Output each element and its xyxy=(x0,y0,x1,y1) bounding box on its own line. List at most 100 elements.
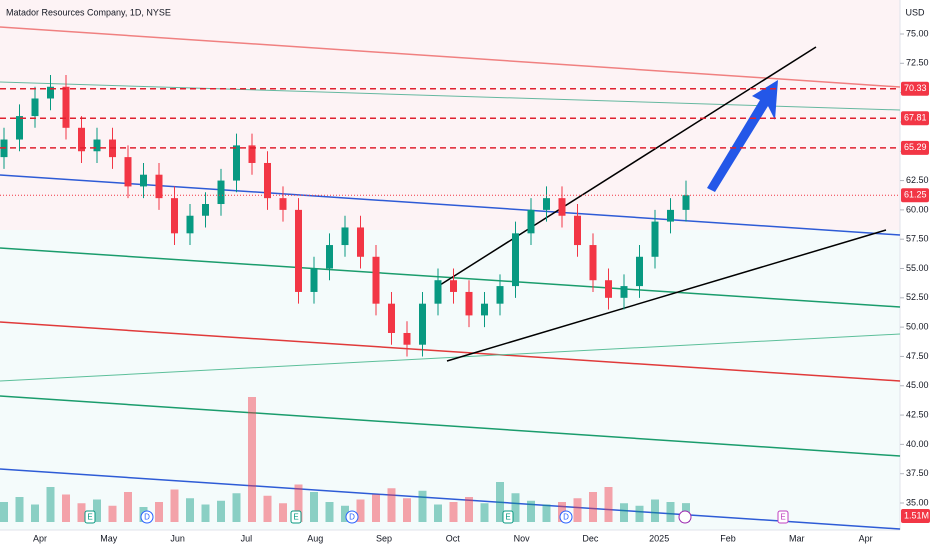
trend-line xyxy=(0,333,901,382)
volume-bar xyxy=(201,504,210,522)
event-label: E xyxy=(293,513,298,522)
candle-body xyxy=(155,174,163,199)
event-badge xyxy=(777,510,789,524)
candle-body xyxy=(140,174,147,187)
volume-bar xyxy=(310,492,318,522)
candle-body xyxy=(388,303,395,333)
volume-bar xyxy=(232,493,241,522)
candle-body xyxy=(93,139,101,152)
event-label: E xyxy=(505,513,510,522)
candle-body xyxy=(465,291,473,316)
volume-bar xyxy=(0,502,8,522)
volume-bar xyxy=(372,494,380,522)
y-tick-label: 42.50 xyxy=(906,409,929,419)
candle-body xyxy=(217,180,225,205)
y-tick-label: 37.50 xyxy=(906,468,929,478)
volume-bar xyxy=(62,494,70,522)
event-badge xyxy=(502,510,514,524)
x-tick-label: Feb xyxy=(720,533,736,543)
candle-body xyxy=(419,303,426,345)
wedge-line xyxy=(439,46,817,286)
volume-bar xyxy=(651,499,659,522)
trend-line xyxy=(0,174,901,236)
volume-bar xyxy=(325,502,334,522)
y-tick-label: 75.00 xyxy=(906,28,929,38)
split-badge xyxy=(678,510,692,524)
trend-line xyxy=(0,321,901,382)
price-tag xyxy=(901,81,929,96)
x-tick-label: Dec xyxy=(582,533,599,543)
candle-body xyxy=(310,268,318,292)
volume-bar xyxy=(434,504,442,522)
volume-bar xyxy=(155,502,163,522)
candle-body xyxy=(527,209,535,234)
price-label: 70.33 xyxy=(904,83,927,93)
trend-line xyxy=(0,26,901,88)
volume-label: 1.51M xyxy=(904,510,929,520)
candle-body xyxy=(682,195,690,210)
event-label: E xyxy=(780,513,785,522)
x-tick-label: Sep xyxy=(376,533,392,543)
candle-body xyxy=(636,256,643,287)
volume-bar xyxy=(279,503,287,522)
y-tick-label: 57.50 xyxy=(906,234,929,244)
bg-top xyxy=(0,0,900,230)
volume-bar xyxy=(93,499,101,522)
volume-bar xyxy=(46,487,55,522)
event-label: D xyxy=(563,513,569,522)
candle-body xyxy=(481,303,488,316)
wedge-line xyxy=(446,229,887,362)
y-tick-label: 55.00 xyxy=(906,263,929,273)
volume-bar xyxy=(480,503,489,522)
event-badge xyxy=(84,510,96,524)
volume-bar xyxy=(542,504,551,522)
x-tick-label: Jul xyxy=(241,533,253,543)
y-tick-label: 45.00 xyxy=(906,380,929,390)
candle-body xyxy=(31,98,39,117)
volume-bar xyxy=(341,505,349,522)
arrow xyxy=(707,80,778,192)
price-label: 65.29 xyxy=(904,142,927,152)
volume-bar xyxy=(589,492,597,522)
x-tick-label: Jun xyxy=(170,533,185,543)
x-tick-label: Mar xyxy=(789,533,805,543)
price-label: 67.81 xyxy=(904,113,927,123)
x-tick-label: Aug xyxy=(307,533,323,543)
volume-bar xyxy=(31,504,39,522)
currency: USD xyxy=(905,7,925,17)
volume-bar xyxy=(465,497,473,522)
volume-bar xyxy=(620,503,628,522)
candle-body xyxy=(171,198,178,234)
y-tick-label: 40.00 xyxy=(906,439,929,449)
x-tick-label: May xyxy=(100,533,118,543)
candle-body xyxy=(279,198,287,210)
event-label: E xyxy=(87,513,92,522)
candle-body xyxy=(341,227,349,246)
x-tick-label: 2025 xyxy=(649,533,669,543)
volume-bar xyxy=(511,493,520,522)
event-label: D xyxy=(144,513,150,522)
event-badge xyxy=(559,510,573,524)
event-label: D xyxy=(349,513,355,522)
volume-bar xyxy=(666,502,675,522)
y-tick-label: 72.50 xyxy=(906,58,929,68)
candle-body xyxy=(372,256,380,304)
candle-body xyxy=(605,280,612,298)
y-tick-label: 50.00 xyxy=(906,322,929,332)
volume-bar xyxy=(15,497,24,522)
candle-body xyxy=(295,209,302,292)
candle-body xyxy=(620,286,628,298)
volume-bar xyxy=(217,500,225,522)
trend-line xyxy=(0,395,901,457)
volume-bar xyxy=(186,498,194,522)
trend-line xyxy=(0,468,901,530)
event-badge xyxy=(140,510,154,524)
volume-bar xyxy=(449,502,458,522)
candle-body xyxy=(574,215,581,246)
volume-bar xyxy=(573,498,582,522)
candle-body xyxy=(16,116,23,140)
chart-title: Matador Resources Company, 1D, NYSE xyxy=(6,7,171,17)
volume-bar xyxy=(263,495,272,522)
candle-body xyxy=(512,233,519,287)
